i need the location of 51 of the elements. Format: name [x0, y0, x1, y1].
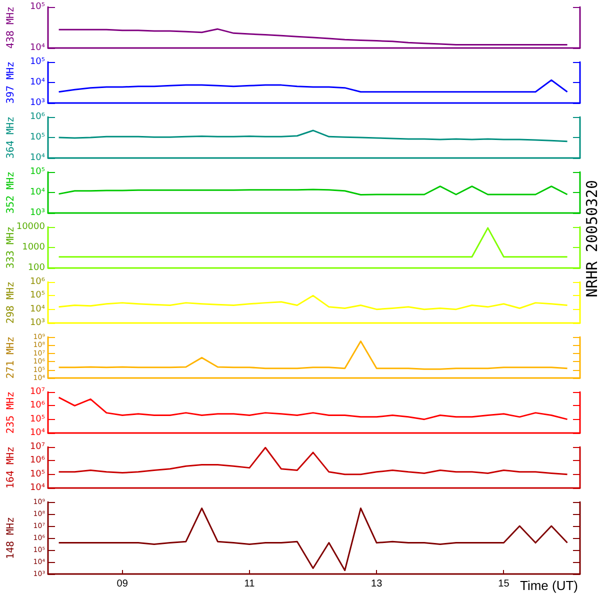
- y-tick-label: 10⁶: [30, 277, 46, 287]
- y-axis-title: 364 MHz: [6, 116, 16, 159]
- line-series: [58, 186, 568, 196]
- line-series: [58, 79, 568, 93]
- y-tick-label: 10³: [30, 98, 46, 108]
- x-tick-label: 09: [116, 578, 128, 590]
- y-tick-label: 10⁵: [30, 290, 46, 301]
- y-tick-label: 10³: [30, 318, 46, 328]
- y-axis-title: 298 MHz: [6, 281, 16, 324]
- x-tick-label: 11: [244, 578, 256, 590]
- y-axis-title: 164 MHz: [6, 446, 16, 489]
- y-tick-label: 100: [28, 263, 46, 273]
- x-axis-title: Time (UT): [520, 578, 578, 593]
- y-tick-label: 10³: [30, 208, 46, 218]
- y-tick-label: 10⁴: [30, 78, 46, 88]
- y-tick-label: 10⁵: [30, 57, 46, 67]
- y-tick-label: 10⁶: [30, 400, 46, 411]
- y-tick-label: 10⁴: [30, 483, 46, 493]
- y-tick-label: 10⁵: [30, 132, 46, 142]
- y-axis-title: 333 MHz: [6, 226, 16, 269]
- y-tick-label: 1000: [22, 242, 46, 252]
- y-axis-title: 235 MHz: [6, 391, 16, 434]
- y-tick-label: 10⁴: [30, 43, 46, 53]
- y-tick-label: 10⁴: [30, 188, 46, 198]
- y-tick-label: 10⁵: [30, 2, 46, 12]
- y-axis-title: 148 MHz: [6, 516, 16, 560]
- y-axis-title: 271 MHz: [6, 336, 16, 379]
- x-tick-label: 15: [498, 578, 510, 590]
- y-tick-label: 10⁵: [30, 469, 46, 480]
- y-tick-label: 10⁶: [30, 456, 46, 466]
- y-tick-label: 10⁵: [30, 414, 46, 424]
- y-tick-label: 10⁴: [30, 153, 46, 163]
- line-series: [58, 446, 568, 476]
- text: NRHR 20050320: [583, 180, 600, 298]
- y-axis-title: 397 MHz: [6, 61, 16, 104]
- line-series: [58, 28, 568, 46]
- line-series: [58, 130, 568, 142]
- x-tick-label: 13: [371, 578, 383, 590]
- y-axis-title: 352 MHz: [6, 171, 16, 214]
- y-tick-label: 10⁶: [30, 112, 46, 122]
- y-tick-label: 10⁷: [30, 387, 46, 397]
- y-tick-label: 10000: [16, 222, 46, 232]
- line-series: [58, 294, 568, 310]
- y-tick-label: 10⁴: [30, 428, 46, 438]
- y-tick-label: 10⁷: [30, 442, 46, 452]
- y-tick-label: 10⁴: [30, 304, 46, 314]
- line-series: [58, 396, 568, 420]
- y-axis-title: 438 MHz: [6, 6, 16, 49]
- y-tick-label: 10⁵: [30, 167, 46, 177]
- line-series: [58, 508, 568, 572]
- line-series: [58, 340, 568, 370]
